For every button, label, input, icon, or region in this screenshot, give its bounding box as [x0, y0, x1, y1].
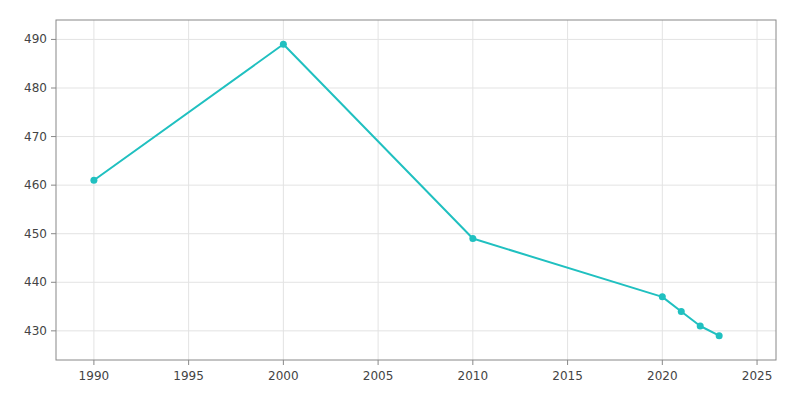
- y-tick-label: 460: [24, 178, 47, 192]
- x-grid-line: [283, 20, 284, 360]
- chart-container: 1990 1995 2000 2005 2010 2015 2020 2025 430 440 45…: [0, 0, 800, 400]
- y-tick: [51, 88, 56, 89]
- data-point: [697, 323, 704, 330]
- x-tick: [567, 360, 568, 365]
- y-grid-line: [56, 330, 776, 331]
- x-tick-label: 2025: [742, 369, 773, 383]
- y-tick: [51, 39, 56, 40]
- y-tick: [51, 330, 56, 331]
- x-grid-line: [472, 20, 473, 360]
- x-tick-label: 2005: [363, 369, 394, 383]
- y-tick-label: 430: [24, 324, 47, 338]
- y-tick: [51, 136, 56, 137]
- x-tick: [188, 360, 189, 365]
- y-tick-label: 480: [24, 81, 47, 95]
- x-tick-label: 2010: [458, 369, 489, 383]
- x-tick: [283, 360, 284, 365]
- y-grid-line: [56, 136, 776, 137]
- y-grid-line: [56, 282, 776, 283]
- y-tick-label: 490: [24, 32, 47, 46]
- x-grid-line: [567, 20, 568, 360]
- x-tick: [662, 360, 663, 365]
- y-grid-line: [56, 185, 776, 186]
- data-point: [659, 293, 666, 300]
- x-tick-label: 2000: [268, 369, 299, 383]
- y-tick: [51, 185, 56, 186]
- x-tick: [472, 360, 473, 365]
- data-point: [716, 332, 723, 339]
- grid: [56, 20, 776, 360]
- x-grid-line: [757, 20, 758, 360]
- data-point: [280, 41, 287, 48]
- y-tick-label: 470: [24, 130, 47, 144]
- x-tick: [378, 360, 379, 365]
- page: {"chart_data": {"type": "line", "x": [19…: [0, 0, 800, 400]
- x-grid-line: [662, 20, 663, 360]
- data-point: [90, 177, 97, 184]
- x-tick-label: 1995: [173, 369, 204, 383]
- x-tick: [757, 360, 758, 365]
- y-grid-line: [56, 233, 776, 234]
- y-tick-label: 450: [24, 227, 47, 241]
- plot-frame: [56, 20, 776, 360]
- y-tick-label: 440: [24, 275, 47, 289]
- y-tick: [51, 282, 56, 283]
- y-tick: [51, 233, 56, 234]
- x-grid-line: [188, 20, 189, 360]
- data-layer: [90, 41, 722, 339]
- x-tick-label: 2020: [647, 369, 678, 383]
- x-grid-line: [93, 20, 94, 360]
- x-tick-label: 1990: [79, 369, 110, 383]
- y-grid-line: [56, 88, 776, 89]
- x-tick: [93, 360, 94, 365]
- plot-background: [56, 20, 776, 360]
- y-grid-line: [56, 39, 776, 40]
- data-line: [94, 44, 719, 335]
- data-point: [469, 235, 476, 242]
- data-point: [678, 308, 685, 315]
- chart-svg: 1990 1995 2000 2005 2010 2015 2020 2025 430 440 45…: [0, 0, 800, 400]
- x-grid-line: [378, 20, 379, 360]
- x-tick-label: 2015: [552, 369, 583, 383]
